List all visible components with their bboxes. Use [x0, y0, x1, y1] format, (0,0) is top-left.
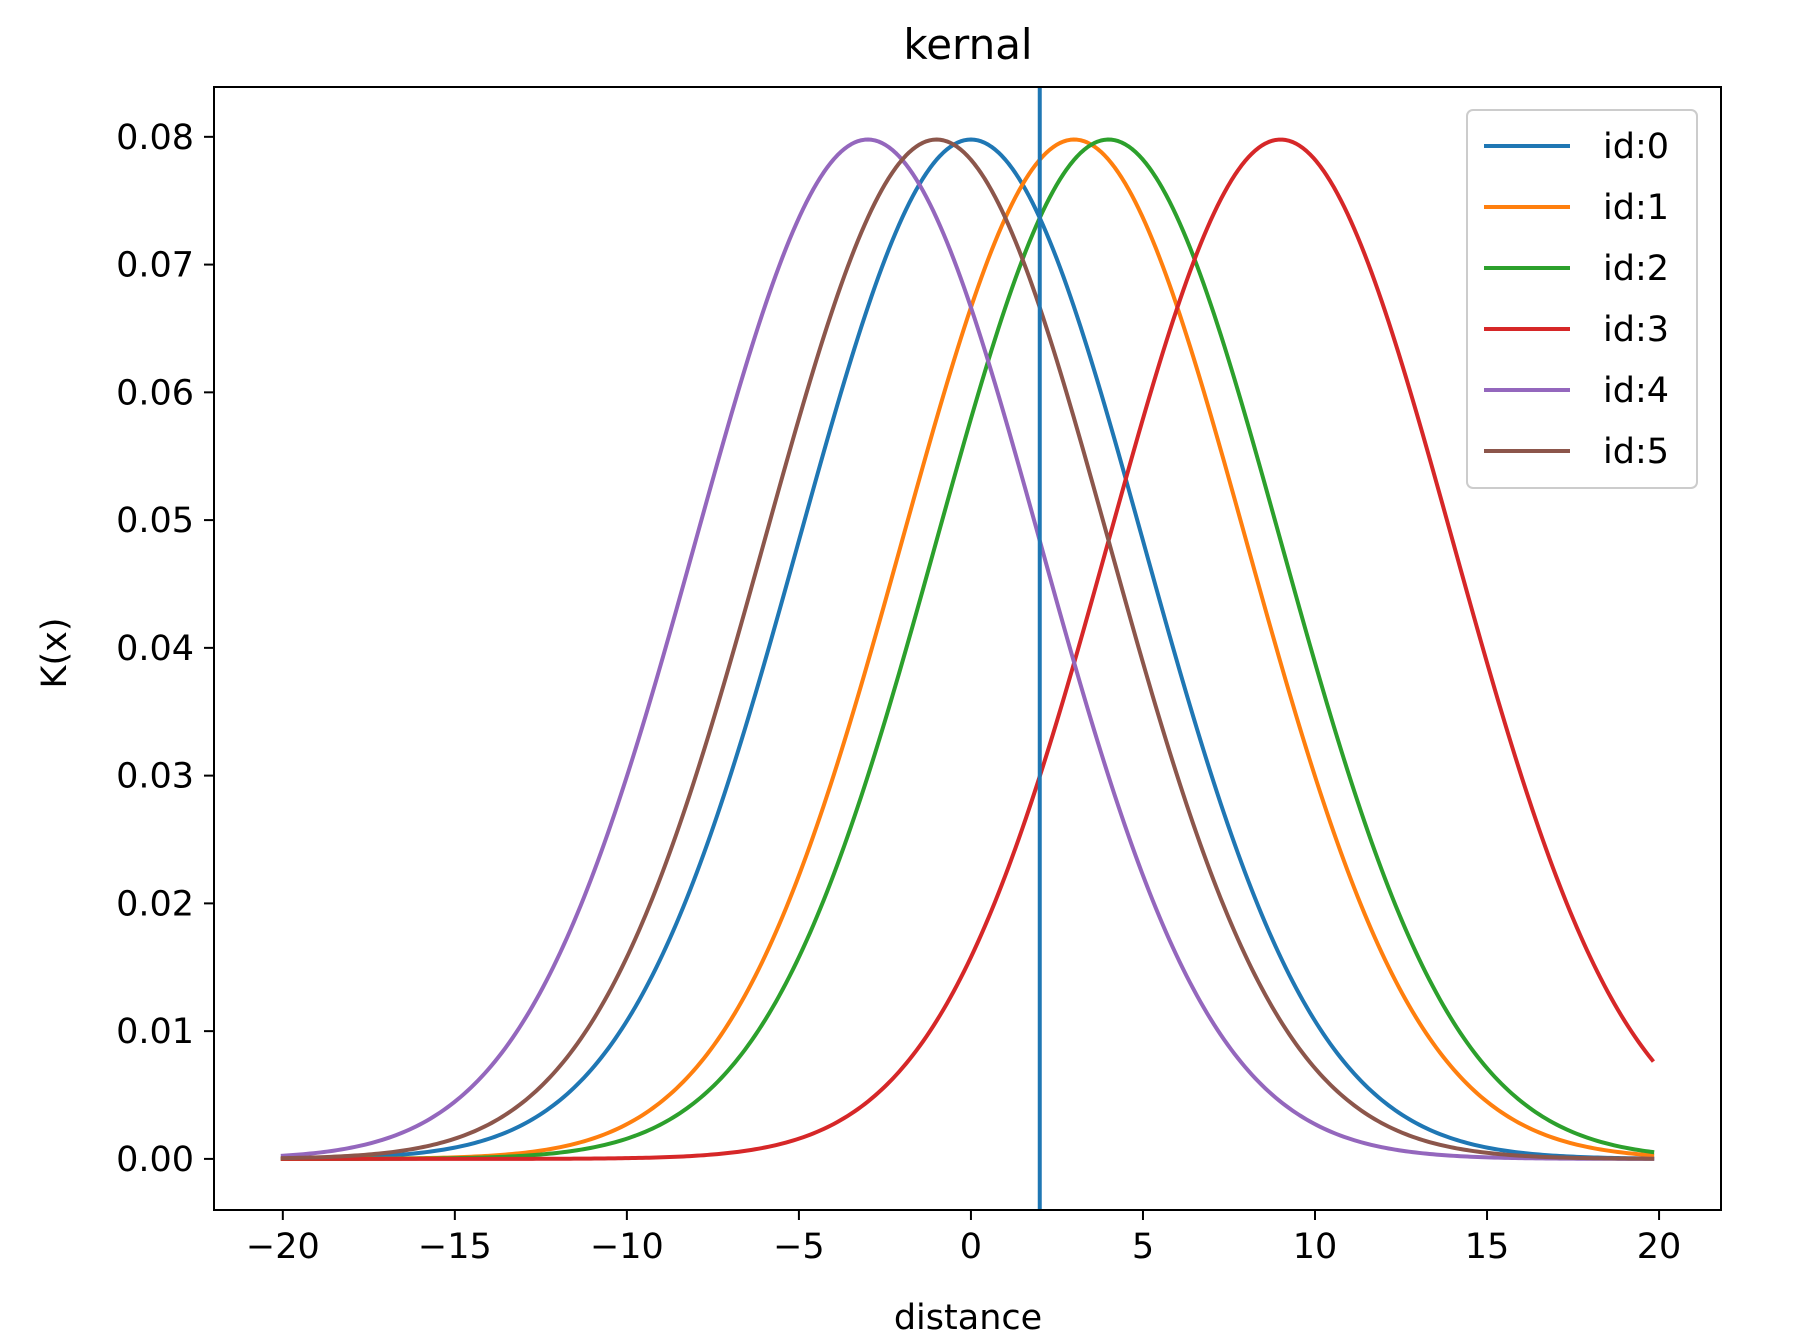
- y-tick-label: 0.01: [116, 1012, 194, 1052]
- x-tick-label: −5: [773, 1227, 825, 1267]
- y-axis-title: K(x): [35, 618, 75, 689]
- legend-label: id:4: [1603, 371, 1669, 411]
- series-line-id-2: [280, 137, 1655, 1161]
- series-line-id-3: [280, 137, 1655, 1161]
- x-tick-label: −10: [590, 1227, 664, 1267]
- y-tick-label: 0.00: [116, 1140, 194, 1180]
- x-tick-label: 10: [1293, 1227, 1338, 1267]
- plot-area: −20 −15 −10 −5 0 5 10 15 20 0.00 0.01 0.02 0.03 0.04 0…: [116, 86, 1722, 1267]
- y-tick-label: 0.03: [116, 757, 194, 797]
- legend-label: id:3: [1603, 310, 1669, 350]
- legend: id:0 id:1 id:2 id:3 id:4 id:5: [1466, 109, 1698, 489]
- legend-label: id:1: [1603, 188, 1669, 228]
- x-tick-label: 20: [1637, 1227, 1682, 1267]
- legend-box: [1466, 109, 1698, 489]
- series-group: [280, 87, 1655, 1210]
- series-line-id-1: [280, 137, 1655, 1161]
- y-tick-label: 0.04: [116, 629, 194, 669]
- x-tick-label: 5: [1132, 1227, 1154, 1267]
- chart-title: kernal: [903, 20, 1032, 69]
- y-tick-label: 0.02: [116, 884, 194, 924]
- y-tick-label: 0.08: [116, 118, 194, 158]
- legend-label: id:2: [1603, 249, 1669, 289]
- series-line-id-4: [280, 137, 1655, 1161]
- x-tick-label: −15: [418, 1227, 492, 1267]
- x-tick-label: 15: [1465, 1227, 1510, 1267]
- legend-label: id:5: [1603, 432, 1669, 472]
- y-tick-label: 0.07: [116, 246, 194, 286]
- y-tick-label: 0.06: [116, 373, 194, 413]
- x-tick-label: −20: [246, 1227, 320, 1267]
- series-line-id-0: [280, 137, 1655, 1161]
- legend-label: id:0: [1603, 127, 1669, 167]
- y-tick-label: 0.05: [116, 501, 194, 541]
- series-line-id-5: [280, 137, 1655, 1161]
- x-tick-label: 0: [960, 1227, 982, 1267]
- x-axis-title: distance: [894, 1298, 1042, 1338]
